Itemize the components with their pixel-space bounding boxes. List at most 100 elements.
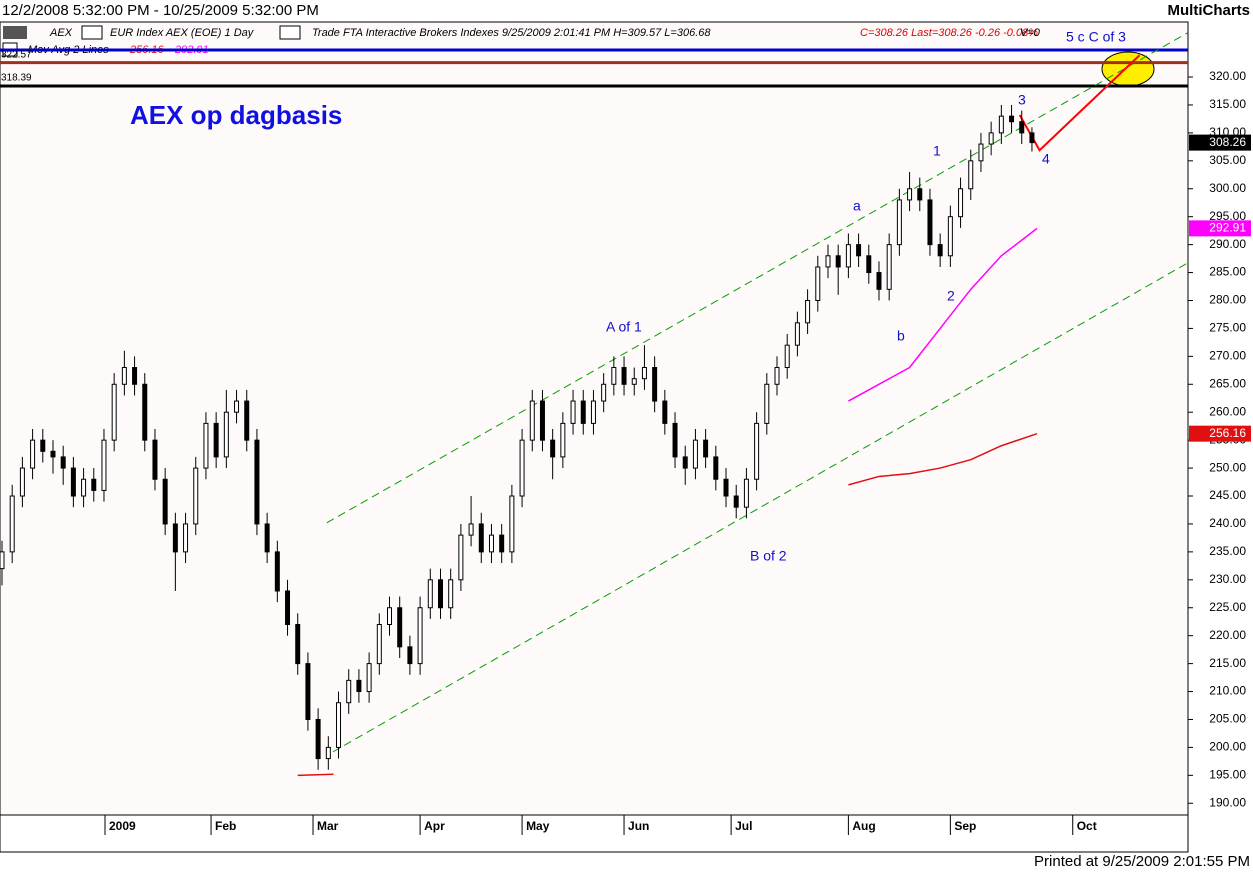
y-tick-label: 230.00 bbox=[1209, 572, 1246, 586]
symbol-button[interactable] bbox=[81, 25, 103, 40]
candle-body bbox=[529, 400, 535, 441]
candle-body bbox=[621, 367, 627, 385]
candle-body bbox=[499, 534, 505, 553]
candle-body bbox=[30, 439, 36, 469]
horizontal-line-label: 322.57 bbox=[1, 49, 32, 60]
candle-body bbox=[193, 467, 199, 525]
info-volume: V=0 bbox=[1020, 27, 1041, 39]
candle-body bbox=[478, 523, 484, 553]
info: Trade FTA Interactive Brokers Indexes 9/… bbox=[312, 27, 711, 39]
candle-body bbox=[172, 523, 178, 553]
candle-body bbox=[835, 255, 841, 268]
price-box-label: 292.91 bbox=[1209, 221, 1246, 235]
candle-body bbox=[631, 378, 637, 385]
candle-body bbox=[142, 383, 148, 441]
price-box bbox=[1189, 220, 1251, 237]
candle-body bbox=[458, 534, 464, 581]
candle-body bbox=[81, 478, 87, 497]
candle-body bbox=[825, 255, 831, 268]
candle-body bbox=[784, 344, 790, 369]
candle-body bbox=[713, 456, 719, 480]
candle-body bbox=[234, 400, 240, 413]
annotation: 5 c C of 3 bbox=[1066, 29, 1126, 45]
price-box-label: 256.16 bbox=[1209, 426, 1246, 440]
candle-body bbox=[60, 456, 66, 469]
trend-line bbox=[332, 262, 1188, 753]
candle-body bbox=[152, 439, 158, 480]
candle-body bbox=[978, 143, 984, 162]
y-tick-label: 235.00 bbox=[1209, 544, 1246, 558]
instrument: EUR Index AEX (EOE) 1 Day bbox=[110, 27, 255, 39]
y-tick-label: 245.00 bbox=[1209, 488, 1246, 502]
candle-body bbox=[488, 534, 494, 553]
range-button[interactable] bbox=[279, 25, 301, 40]
symbol: AEX bbox=[49, 27, 73, 39]
target-ellipse bbox=[1101, 51, 1155, 87]
candle-body bbox=[356, 679, 362, 693]
candle-body bbox=[560, 422, 566, 458]
candle-body bbox=[376, 624, 382, 665]
y-tick-label: 215.00 bbox=[1209, 656, 1246, 670]
info-change: C=308.26 Last=308.26 -0.26 -0.08% bbox=[860, 27, 1038, 39]
candle-body bbox=[9, 495, 15, 553]
candle-body bbox=[437, 579, 443, 609]
candle-body bbox=[815, 266, 821, 301]
x-tick-label: May bbox=[526, 819, 550, 833]
candle-body bbox=[845, 244, 851, 268]
candle-body bbox=[91, 478, 97, 491]
candle-body bbox=[682, 456, 688, 469]
candle-body bbox=[662, 400, 668, 424]
candle-body bbox=[937, 244, 943, 257]
candle-body bbox=[254, 439, 260, 525]
candle-body bbox=[519, 439, 525, 497]
moving-average bbox=[297, 773, 334, 777]
candle-body bbox=[244, 400, 250, 441]
x-tick-label: 2009 bbox=[109, 819, 136, 833]
candle-body bbox=[968, 160, 974, 190]
candle-body bbox=[305, 663, 311, 720]
brand: MultiCharts bbox=[1168, 2, 1251, 19]
candle-body bbox=[580, 400, 586, 424]
candle-body bbox=[856, 244, 862, 257]
candle-body bbox=[1029, 132, 1035, 144]
chart-title: AEX op dagbasis bbox=[130, 100, 342, 130]
candle-body bbox=[866, 255, 872, 274]
y-tick-label: 290.00 bbox=[1209, 237, 1246, 251]
x-tick-label: Oct bbox=[1077, 819, 1097, 833]
candle-body bbox=[427, 579, 433, 609]
candle-body bbox=[295, 624, 301, 665]
y-tick-label: 195.00 bbox=[1209, 768, 1246, 782]
y-tick-label: 275.00 bbox=[1209, 321, 1246, 335]
y-tick-label: 225.00 bbox=[1209, 600, 1246, 614]
x-tick-label: Jul bbox=[735, 819, 752, 833]
range-text: 12/2/2008 5:32:00 PM - 10/25/2009 5:32:0… bbox=[2, 2, 319, 19]
candle-body bbox=[448, 579, 454, 609]
y-tick-label: 240.00 bbox=[1209, 516, 1246, 530]
y-tick-label: 270.00 bbox=[1209, 349, 1246, 363]
sa-button[interactable] bbox=[3, 26, 27, 39]
moving-average bbox=[848, 432, 1038, 486]
candle-body bbox=[988, 132, 994, 145]
annotation: 2 bbox=[947, 288, 955, 304]
candle-body bbox=[1019, 121, 1025, 134]
candle-body bbox=[111, 383, 117, 441]
y-tick-label: 280.00 bbox=[1209, 293, 1246, 307]
candle-body bbox=[652, 367, 658, 402]
candle-body bbox=[703, 439, 709, 458]
candle-body bbox=[315, 718, 321, 760]
candle-body bbox=[570, 400, 576, 424]
y-tick-label: 250.00 bbox=[1209, 460, 1246, 474]
candle-body bbox=[764, 383, 770, 424]
candle-body bbox=[998, 115, 1004, 134]
candle-body bbox=[132, 367, 138, 385]
candle-body bbox=[0, 551, 5, 570]
candle-body bbox=[336, 702, 342, 748]
annotation: 4 bbox=[1042, 151, 1050, 167]
date-axis bbox=[0, 814, 1189, 853]
candle-body bbox=[754, 422, 760, 480]
candle-body bbox=[896, 199, 902, 246]
y-tick-label: 265.00 bbox=[1209, 376, 1246, 390]
horizontal-line-label: 318.39 bbox=[1, 73, 32, 84]
candle-body bbox=[805, 299, 811, 324]
y-tick-label: 210.00 bbox=[1209, 684, 1246, 698]
